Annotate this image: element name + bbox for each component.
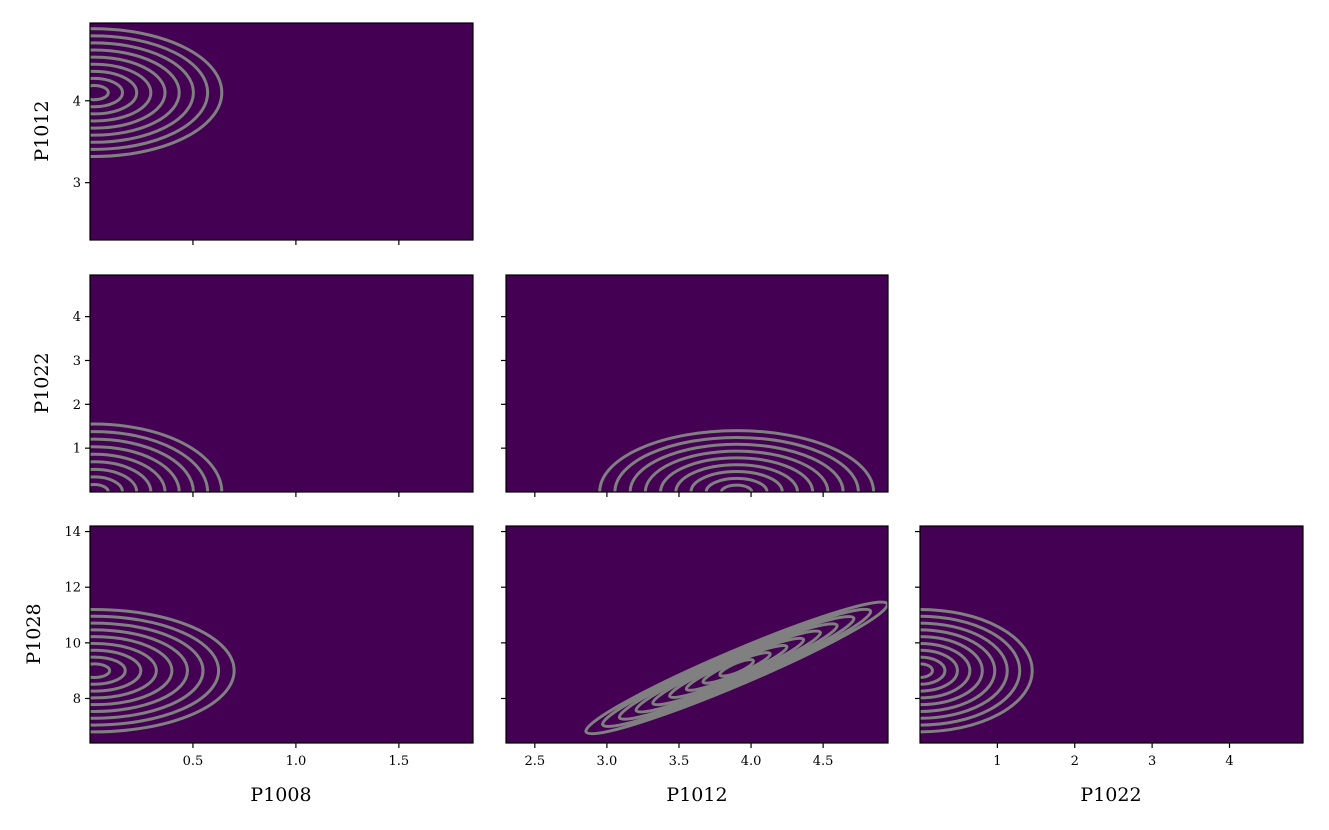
y-tick-label: 8 bbox=[73, 692, 81, 707]
contour-level-8 bbox=[90, 76, 124, 109]
contour-level-6 bbox=[90, 641, 158, 700]
contour-level-1 bbox=[584, 600, 888, 736]
x-tick-label: 2 bbox=[1071, 754, 1079, 769]
contour-level-6 bbox=[90, 460, 153, 492]
contour-level-3 bbox=[90, 41, 195, 144]
density-contours bbox=[90, 27, 224, 158]
panel-frame bbox=[919, 525, 1304, 744]
x-tick-label: 1.0 bbox=[286, 754, 307, 769]
contour-level-6 bbox=[668, 636, 806, 700]
y-tick-label: 2 bbox=[73, 398, 81, 413]
contour-level-6 bbox=[920, 641, 972, 700]
y-tick-label: 14 bbox=[64, 525, 81, 540]
panel-background bbox=[90, 526, 473, 743]
x-tick-label: 3 bbox=[1148, 754, 1156, 769]
contour-level-4 bbox=[90, 445, 181, 492]
contour-level-9 bbox=[90, 662, 112, 679]
panel-p1012-p1022 bbox=[501, 274, 889, 497]
panel-frame bbox=[89, 274, 474, 493]
contour-level-7 bbox=[90, 648, 143, 693]
x-axis-label-p1012: P1012 bbox=[666, 784, 727, 806]
panel-p1022-p1028: 1 2 3 4 bbox=[915, 525, 1304, 769]
contour-level-2 bbox=[90, 614, 221, 727]
x-tick-label: 1 bbox=[993, 754, 1001, 769]
panel-background bbox=[920, 526, 1303, 743]
contour-level-8 bbox=[90, 475, 124, 492]
density-contours bbox=[90, 607, 236, 734]
panel-background bbox=[90, 275, 473, 492]
x-tick-label: 4.0 bbox=[741, 754, 762, 769]
panel-p1008-p1022: 1 2 3 4 bbox=[73, 274, 474, 497]
contour-level-3 bbox=[617, 615, 856, 721]
contour-level-3 bbox=[90, 621, 205, 720]
contour-level-8 bbox=[701, 651, 772, 685]
y-tick-label: 1 bbox=[73, 442, 81, 457]
density-contours bbox=[584, 600, 888, 736]
contour-level-9 bbox=[718, 658, 755, 678]
y-tick-label: 3 bbox=[73, 354, 81, 369]
contour-level-7 bbox=[684, 643, 789, 692]
panel-p1008-p1012: 34 bbox=[73, 22, 474, 245]
contour-level-5 bbox=[90, 55, 167, 130]
contour-level-2 bbox=[601, 607, 873, 728]
x-axis-label-p1008: P1008 bbox=[250, 784, 311, 806]
y-axis-label-p1012: P1012 bbox=[31, 100, 53, 161]
y-axis-label-p1028: P1028 bbox=[23, 603, 45, 664]
panel-background bbox=[506, 526, 888, 743]
x-tick-label: 0.5 bbox=[183, 754, 204, 769]
contour-level-1 bbox=[90, 27, 224, 158]
x-tick-label: 4.5 bbox=[813, 754, 834, 769]
contour-level-2 bbox=[90, 34, 210, 151]
y-tick-label: 4 bbox=[73, 94, 81, 109]
x-tick-label: 4 bbox=[1225, 754, 1233, 769]
contour-level-8 bbox=[90, 655, 127, 686]
panel-background bbox=[90, 23, 473, 240]
contour-level-6 bbox=[90, 62, 153, 123]
x-axis-label-p1022: P1022 bbox=[1080, 784, 1141, 806]
contour-level-9 bbox=[90, 84, 110, 102]
contour-level-1 bbox=[90, 422, 224, 492]
panel-p1012-p1028: 2.5 3.0 3.5 4.0 4.5 bbox=[501, 525, 889, 769]
contour-level-1 bbox=[90, 607, 236, 734]
contour-level-7 bbox=[90, 69, 139, 116]
x-tick-label: 2.5 bbox=[524, 754, 545, 769]
y-axis-label-p1022: P1022 bbox=[31, 352, 53, 413]
panel-frame bbox=[89, 525, 474, 744]
contour-level-5 bbox=[90, 635, 174, 707]
y-tick-label: 4 bbox=[73, 310, 81, 325]
panel-frame bbox=[89, 22, 474, 241]
y-tick-label: 10 bbox=[64, 636, 81, 651]
contour-level-5 bbox=[651, 629, 822, 707]
contour-level-4 bbox=[634, 622, 839, 714]
x-tick-label: 1.5 bbox=[389, 754, 410, 769]
contour-level-4 bbox=[920, 628, 997, 713]
panel-p1008-p1028: 0.5 1.0 1.5 8 10 12 14 bbox=[64, 525, 474, 769]
y-tick-label: 3 bbox=[73, 176, 81, 191]
contour-level-4 bbox=[90, 48, 181, 137]
panel-background bbox=[506, 275, 888, 492]
panel-frame bbox=[505, 274, 889, 493]
x-tick-label: 3.0 bbox=[597, 754, 618, 769]
x-tick-label: 3.5 bbox=[669, 754, 690, 769]
contour-level-2 bbox=[90, 430, 210, 492]
contour-level-5 bbox=[920, 635, 984, 707]
panel-frame bbox=[505, 525, 889, 744]
y-tick-label: 12 bbox=[64, 581, 81, 596]
contour-level-4 bbox=[90, 628, 189, 713]
